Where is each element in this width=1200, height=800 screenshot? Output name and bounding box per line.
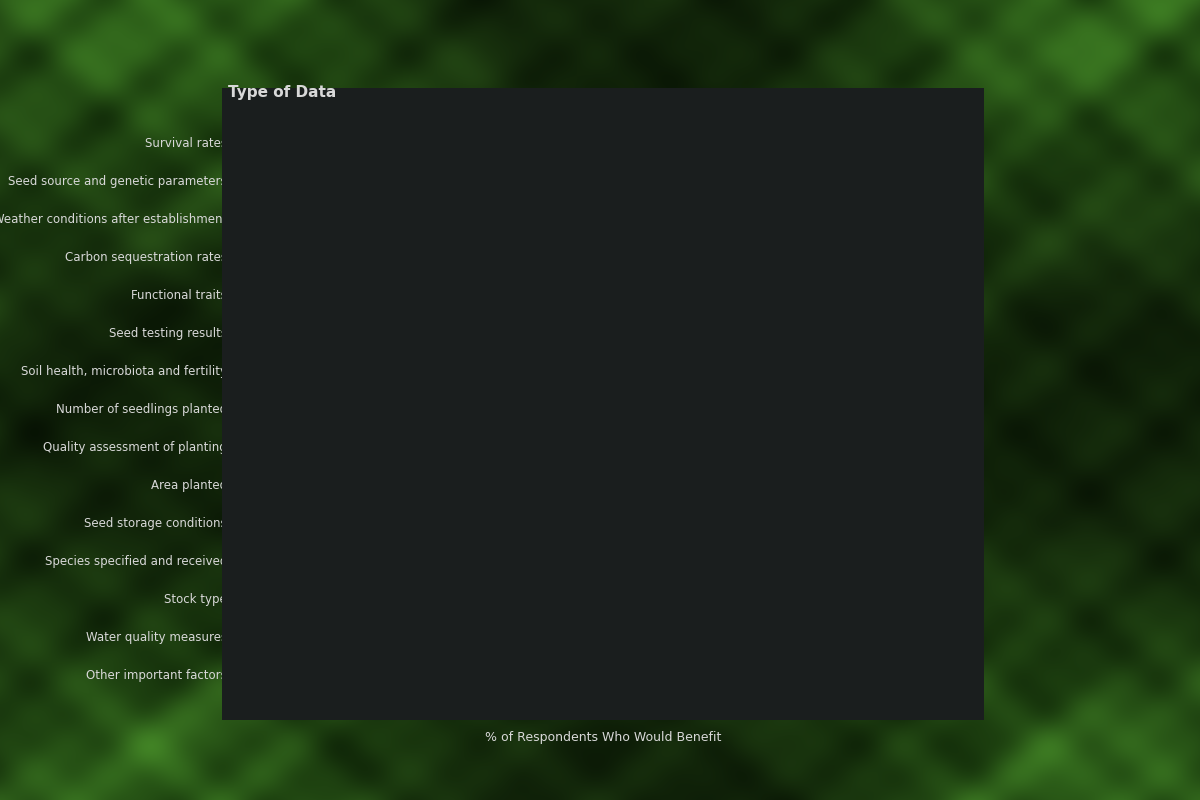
Bar — [234, 510, 566, 533]
X-axis label: % of Respondents Who Would Benefit: % of Respondents Who Would Benefit — [485, 730, 721, 743]
Text: Type of Data: Type of Data — [228, 85, 336, 100]
Bar — [234, 586, 529, 609]
Bar — [234, 624, 484, 647]
Bar — [234, 397, 704, 419]
Bar — [234, 245, 769, 268]
Bar — [234, 473, 584, 495]
Bar — [234, 358, 722, 382]
Bar — [234, 131, 962, 154]
Bar — [234, 207, 787, 230]
Bar — [234, 434, 649, 458]
Bar — [234, 548, 547, 571]
Bar — [234, 321, 722, 343]
Bar — [234, 662, 427, 685]
Bar — [234, 169, 815, 192]
Bar — [234, 283, 751, 306]
